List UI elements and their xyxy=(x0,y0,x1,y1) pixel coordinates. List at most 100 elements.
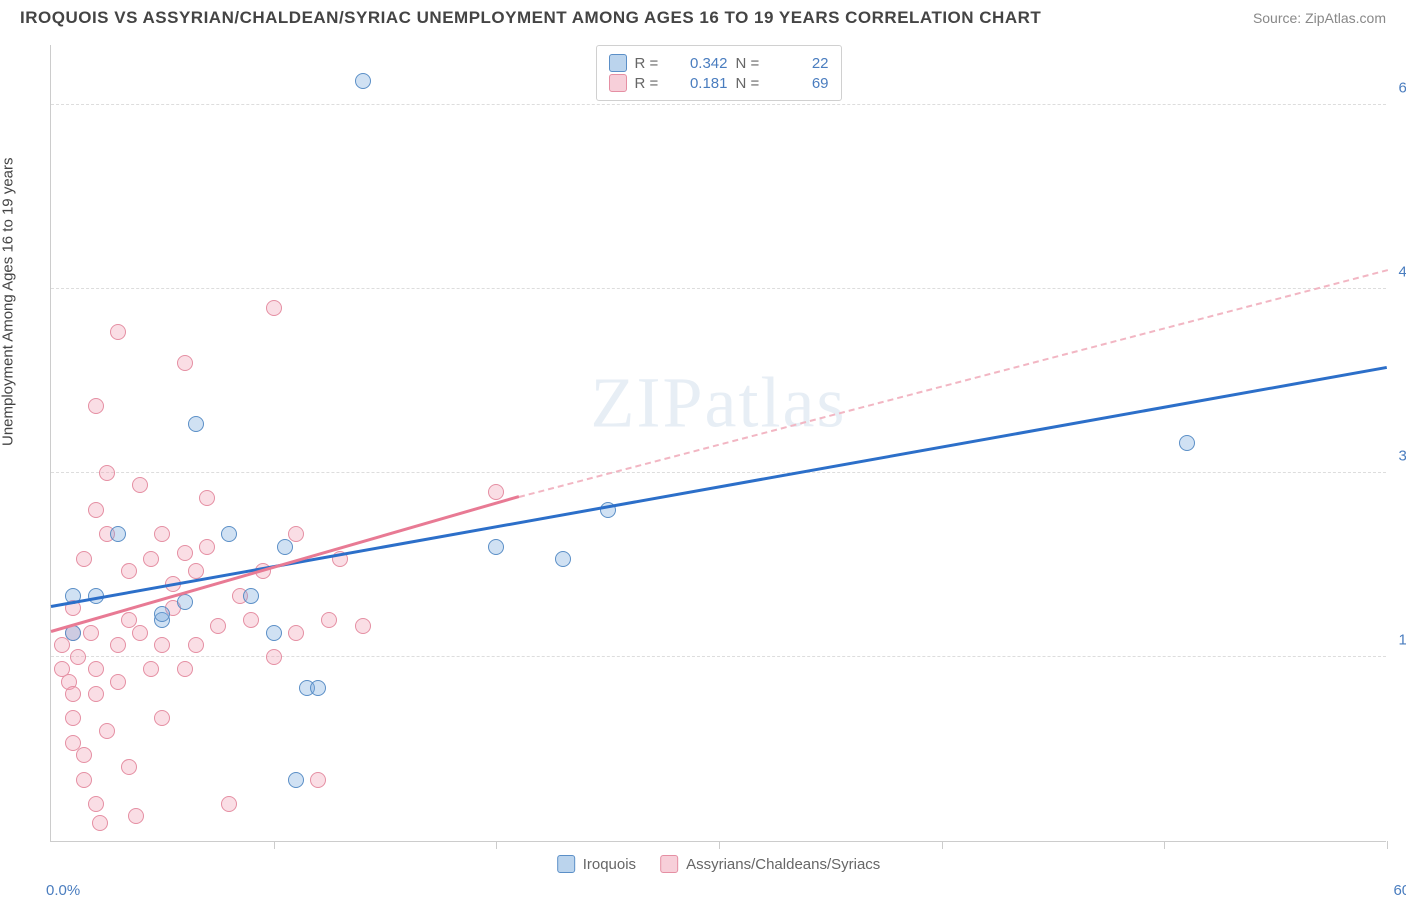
data-point xyxy=(188,416,204,432)
data-point xyxy=(199,539,215,555)
gridline xyxy=(51,104,1386,105)
x-tick xyxy=(496,841,497,849)
trend-line xyxy=(51,495,519,633)
data-point xyxy=(266,649,282,665)
data-point xyxy=(266,300,282,316)
data-point xyxy=(110,324,126,340)
data-point xyxy=(288,772,304,788)
data-point xyxy=(88,661,104,677)
data-point xyxy=(154,637,170,653)
data-point xyxy=(76,747,92,763)
data-point xyxy=(88,686,104,702)
data-point xyxy=(277,539,293,555)
legend-row: R = 0.342 N = 22 xyxy=(609,54,829,72)
data-point xyxy=(310,680,326,696)
data-point xyxy=(154,526,170,542)
data-point xyxy=(288,625,304,641)
data-point xyxy=(177,355,193,371)
source-label: Source: ZipAtlas.com xyxy=(1253,10,1386,26)
data-point xyxy=(177,594,193,610)
y-tick-label: 15.0% xyxy=(1398,632,1406,649)
x-tick-label: 0.0% xyxy=(46,882,80,899)
data-point xyxy=(488,484,504,500)
data-point xyxy=(121,759,137,775)
legend-swatch xyxy=(609,54,627,72)
data-point xyxy=(355,73,371,89)
legend-label: Iroquois xyxy=(583,856,636,873)
data-point xyxy=(266,625,282,641)
x-tick xyxy=(1387,841,1388,849)
legend-label: Assyrians/Chaldeans/Syriacs xyxy=(686,856,880,873)
data-point xyxy=(154,606,170,622)
legend-row: R = 0.181 N = 69 xyxy=(609,74,829,92)
legend-label: N = xyxy=(736,55,766,72)
data-point xyxy=(99,723,115,739)
legend-swatch xyxy=(609,74,627,92)
legend-item: Assyrians/Chaldeans/Syriacs xyxy=(660,855,880,873)
data-point xyxy=(110,674,126,690)
data-point xyxy=(110,526,126,542)
scatter-chart: ZIPatlas R =0.342N =22R =0.181N =69 Iroq… xyxy=(50,45,1386,842)
data-point xyxy=(154,710,170,726)
legend-label: R = xyxy=(635,75,665,92)
data-point xyxy=(128,808,144,824)
data-point xyxy=(132,625,148,641)
x-tick xyxy=(1164,841,1165,849)
y-tick-label: 30.0% xyxy=(1398,448,1406,465)
legend-value: 69 xyxy=(774,75,829,92)
data-point xyxy=(221,796,237,812)
data-point xyxy=(321,612,337,628)
data-point xyxy=(243,588,259,604)
correlation-legend: R = 0.342 N = 22 R = 0.181 N = 69 xyxy=(596,45,842,101)
data-point xyxy=(88,502,104,518)
gridline xyxy=(51,472,1386,473)
data-point xyxy=(92,815,108,831)
data-point xyxy=(188,563,204,579)
legend-item: Iroquois xyxy=(557,855,636,873)
gridline xyxy=(51,288,1386,289)
data-point xyxy=(143,551,159,567)
data-point xyxy=(555,551,571,567)
data-point xyxy=(99,465,115,481)
data-point xyxy=(488,539,504,555)
y-tick-label: 60.0% xyxy=(1398,80,1406,97)
legend-swatch xyxy=(557,855,575,873)
data-point xyxy=(355,618,371,634)
data-point xyxy=(188,637,204,653)
data-point xyxy=(65,686,81,702)
gridline xyxy=(51,656,1386,657)
data-point xyxy=(143,661,159,677)
data-point xyxy=(88,796,104,812)
x-tick xyxy=(942,841,943,849)
data-point xyxy=(88,398,104,414)
legend-swatch xyxy=(660,855,678,873)
data-point xyxy=(70,649,86,665)
data-point xyxy=(54,637,70,653)
data-point xyxy=(210,618,226,634)
y-axis-label: Unemployment Among Ages 16 to 19 years xyxy=(0,157,17,446)
data-point xyxy=(110,637,126,653)
data-point xyxy=(221,526,237,542)
data-point xyxy=(1179,435,1195,451)
data-point xyxy=(310,772,326,788)
data-point xyxy=(76,551,92,567)
legend-value: 0.342 xyxy=(673,55,728,72)
legend-label: N = xyxy=(736,75,766,92)
y-tick-label: 45.0% xyxy=(1398,264,1406,281)
x-tick-label: 60.0% xyxy=(1393,882,1406,899)
series-legend: Iroquois Assyrians/Chaldeans/Syriacs xyxy=(557,855,881,873)
data-point xyxy=(243,612,259,628)
x-tick xyxy=(719,841,720,849)
data-point xyxy=(177,661,193,677)
watermark-text: ZIPatlas xyxy=(591,362,847,445)
x-tick xyxy=(274,841,275,849)
data-point xyxy=(121,563,137,579)
legend-label: R = xyxy=(635,55,665,72)
data-point xyxy=(65,710,81,726)
legend-value: 22 xyxy=(774,55,829,72)
data-point xyxy=(83,625,99,641)
data-point xyxy=(76,772,92,788)
data-point xyxy=(177,545,193,561)
data-point xyxy=(132,477,148,493)
legend-value: 0.181 xyxy=(673,75,728,92)
